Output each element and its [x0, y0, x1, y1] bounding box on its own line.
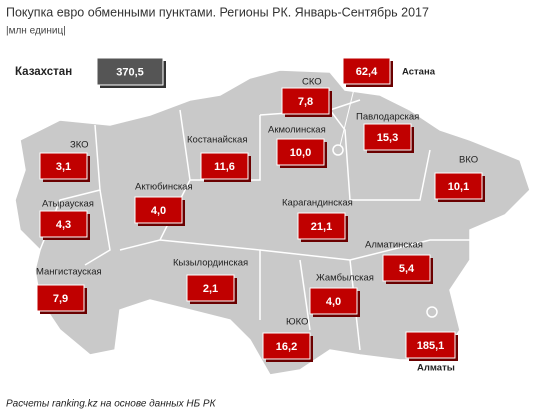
value-box: [262, 332, 311, 360]
value-label: 10,0: [290, 147, 311, 159]
region-name: Костанайская: [187, 135, 247, 146]
value-box: [186, 274, 235, 302]
value-box: [342, 57, 391, 85]
value-label: 4,0: [151, 205, 166, 217]
value-box: [36, 284, 85, 312]
value-box: [39, 152, 88, 180]
region-name: ЮКО: [286, 317, 308, 328]
city-marker: [332, 144, 344, 156]
region-name: Карагандинская: [282, 198, 353, 209]
region-name: СКО: [302, 77, 322, 88]
value-label: 185,1: [417, 340, 445, 352]
value-label: 62,4: [356, 66, 378, 78]
value-label: 2,1: [203, 283, 218, 295]
region-name: ЗКО: [70, 140, 89, 151]
value-box: [96, 57, 164, 86]
total-name: Казахстан: [15, 66, 72, 78]
title: Покупка евро обменными пунктами. Регионы…: [6, 5, 429, 19]
leader-line: [339, 84, 356, 147]
value-label: 21,1: [311, 221, 332, 233]
value-box: [200, 152, 249, 180]
value-label: 5,4: [399, 263, 415, 275]
value-box: [405, 331, 456, 359]
region-name: Жамбылская: [316, 273, 374, 284]
value-box: [297, 212, 346, 240]
region-name: ВКО: [459, 155, 478, 166]
value-box: [276, 138, 325, 166]
region-name: Алматинская: [365, 240, 423, 251]
value-label: 4,3: [56, 219, 71, 231]
value-box: [39, 210, 88, 238]
value-box: [309, 287, 358, 315]
value-label: 3,1: [56, 161, 71, 173]
subtitle: |млн единиц|: [6, 26, 66, 37]
region-name: Акмолинская: [268, 125, 326, 136]
value-label: 15,3: [377, 132, 398, 144]
value-box: [134, 196, 183, 224]
region-name: Атырауская: [42, 199, 94, 210]
value-box: [281, 87, 330, 115]
value-label: 4,0: [326, 296, 341, 308]
region-name: Мангистауская: [36, 267, 102, 278]
region-name: Павлодарская: [356, 112, 419, 123]
value-box: [434, 172, 483, 200]
value-label: 7,8: [298, 96, 313, 108]
value-box: [363, 123, 412, 151]
city-marker: [426, 306, 438, 318]
country-shape: [14, 69, 531, 376]
value-label: 10,1: [448, 181, 469, 193]
value-box: [382, 254, 431, 282]
region-name: Актюбинская: [135, 182, 193, 193]
labels: Казахстан 370,5 СКО 7,8 Астана 62,4 Акмолинска…: [15, 57, 485, 374]
value-label: 7,9: [53, 293, 68, 305]
value-label: 16,2: [276, 341, 297, 353]
region-name: Алматы: [417, 363, 455, 374]
region-name: Кызылординская: [173, 258, 248, 269]
value-label: 370,5: [116, 66, 144, 78]
footer: Расчеты ranking.kz на основе данных НБ Р…: [6, 399, 217, 410]
value-label: 11,6: [214, 161, 235, 173]
region-name: Астана: [402, 67, 436, 78]
